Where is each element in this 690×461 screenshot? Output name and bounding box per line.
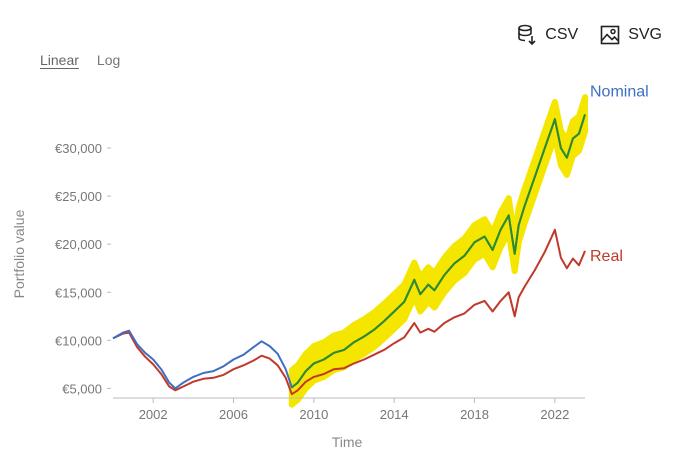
export-toolbar: CSV SVG — [517, 24, 662, 46]
y-tick-label: €10,000 — [55, 333, 102, 348]
database-download-icon — [518, 24, 536, 46]
x-axis-title: Time — [332, 434, 363, 450]
series-label-real: Real — [590, 248, 623, 265]
svg-label: SVG — [628, 26, 662, 43]
x-tick-label: 2010 — [299, 407, 328, 422]
y-tick-label: €30,000 — [55, 141, 102, 156]
y-tick-label: €20,000 — [55, 237, 102, 252]
scale-option-linear[interactable]: Linear — [40, 52, 79, 68]
x-tick-label: 2018 — [460, 407, 489, 422]
highlight-band — [288, 94, 588, 408]
scale-toggle: Linear Log — [40, 52, 120, 68]
x-tick-label: 2002 — [139, 407, 168, 422]
image-icon — [600, 25, 620, 45]
y-tick-label: €25,000 — [55, 189, 102, 204]
y-axis-title: Portfolio value — [11, 209, 27, 298]
download-svg-button[interactable]: SVG — [600, 25, 662, 45]
x-tick-label: 2022 — [540, 407, 569, 422]
y-tick-label: €15,000 — [55, 285, 102, 300]
y-tick-label: €5,000 — [62, 381, 102, 396]
series-line-real — [112, 228, 586, 396]
x-tick-label: 2006 — [219, 407, 248, 422]
highlighted-nominal-line — [291, 114, 586, 389]
csv-label: CSV — [545, 26, 579, 43]
series-label-nominal: Nominal — [590, 83, 649, 100]
scale-option-log[interactable]: Log — [96, 52, 121, 68]
x-tick-label: 2014 — [380, 407, 409, 422]
download-csv-button[interactable]: CSV — [517, 24, 578, 46]
